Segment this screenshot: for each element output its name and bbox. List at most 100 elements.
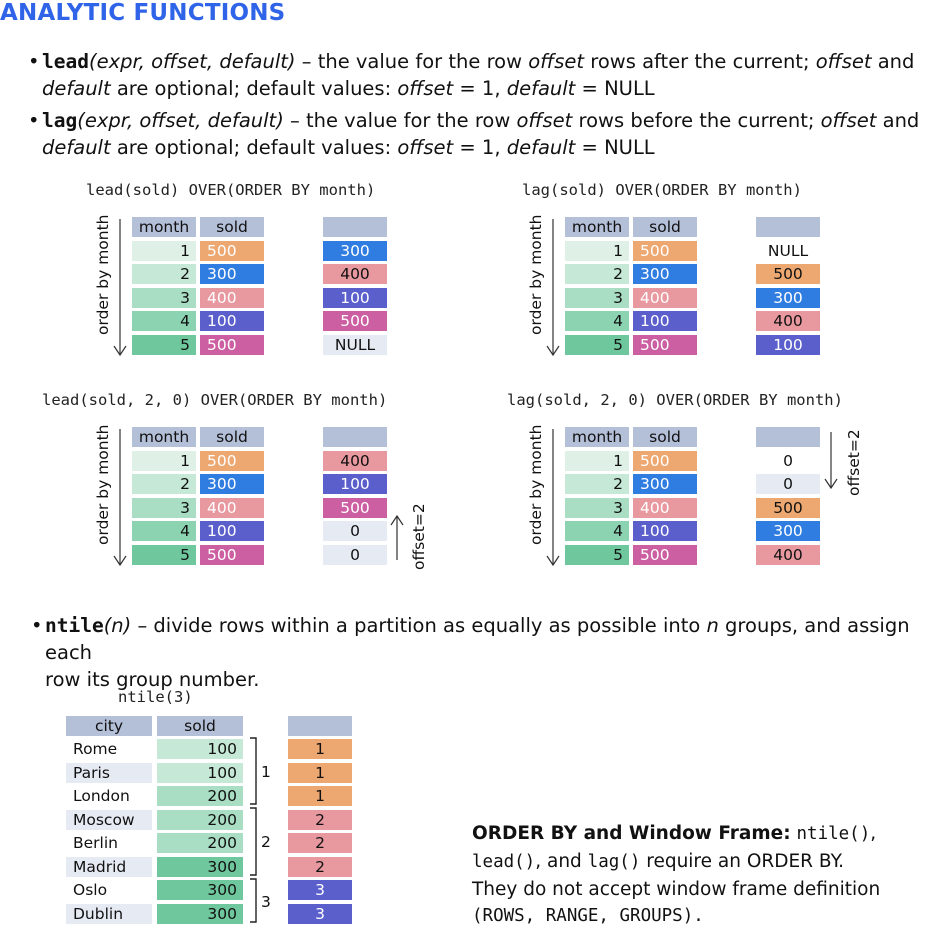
result-cell: 0 [783, 451, 793, 470]
group-cell: 1 [288, 739, 352, 759]
lead_simple-sql: lead(sold) OVER(ORDER BY month) [86, 181, 376, 199]
ntile-sold-cell: 300 [157, 856, 243, 877]
lead-text: offset [397, 77, 454, 100]
lag-text: offset [820, 109, 877, 132]
group-bracket-label: 2 [261, 833, 271, 851]
result-cell: 500 [323, 311, 387, 331]
city-cell: Dublin [66, 903, 152, 924]
group-bracket [250, 737, 257, 805]
bullet-dot: • [28, 109, 40, 132]
sold-header: sold [633, 427, 697, 447]
ntile-sold-cell: 200 [157, 833, 243, 853]
ntile-text: – divide rows within a partition as equa… [131, 614, 707, 637]
lead-text: offset [815, 50, 872, 73]
lag_offset-sql: lag(sold, 2, 0) OVER(ORDER BY month) [507, 391, 843, 409]
month-cell: 5 [565, 334, 629, 355]
result-cell: 100 [323, 474, 387, 494]
lead-text: default [506, 77, 576, 100]
ntile-sold-cell: 300 [157, 903, 243, 924]
lag-args: (expr, offset, default) [77, 109, 284, 132]
order-by-label: order by month [94, 214, 112, 335]
sold-cell: 100 [200, 521, 264, 541]
sold-cell: 500 [633, 240, 697, 261]
lead-text: = 1, [453, 77, 507, 100]
result-cell: 0 [323, 544, 387, 565]
result-cell: 400 [323, 450, 387, 471]
ntile-line-1: ntile(n) – divide rows within a partitio… [45, 612, 940, 666]
order-by-label: order by month [94, 424, 112, 545]
result-cell: 300 [756, 521, 820, 541]
lead_offset-sql: lead(sold, 2, 0) OVER(ORDER BY month) [42, 391, 388, 409]
group-bracket [250, 878, 257, 923]
month-cell: 1 [132, 450, 196, 471]
order-direction-arrow [113, 429, 127, 567]
sold-cell: 400 [633, 287, 697, 308]
lead-line-2: default are optional; default values: of… [42, 75, 914, 102]
order-by-label: order by month [527, 424, 545, 545]
group-cell: 2 [288, 856, 352, 877]
month-cell: 2 [132, 474, 196, 494]
ntile-sold-cell: 200 [157, 809, 243, 830]
sold-cell: 500 [200, 240, 264, 261]
group-bracket-label: 3 [261, 893, 271, 911]
offset-label: offset=2 [845, 429, 863, 496]
city-cell: London [73, 787, 130, 805]
lag_simple-sql: lag(sold) OVER(ORDER BY month) [522, 181, 802, 199]
month-header: month [565, 217, 629, 237]
month-cell: 1 [565, 450, 629, 471]
result-cell: 500 [756, 497, 820, 518]
sold-cell: 300 [633, 264, 697, 284]
lag-bullet: • lag(expr, offset, default) – the value… [28, 107, 919, 161]
lag-text: offset [516, 109, 573, 132]
group-cell: 3 [288, 880, 352, 900]
month-cell: 2 [132, 264, 196, 284]
city-cell: Berlin [73, 834, 118, 852]
lead-text: and [871, 50, 915, 73]
sold-cell: 400 [200, 497, 264, 518]
ntile-sold-cell: 200 [157, 786, 243, 806]
sold-cell: 400 [633, 497, 697, 518]
lead-text: = NULL [575, 77, 655, 100]
note-line-3: They do not accept window frame definiti… [472, 879, 881, 900]
month-cell: 5 [132, 334, 196, 355]
result-header [756, 427, 820, 447]
result-cell: 0 [756, 474, 820, 494]
month-cell: 3 [565, 287, 629, 308]
note-line-2: lead(), and lag() require an ORDER BY. [472, 848, 880, 876]
sold-cell: 400 [200, 287, 264, 308]
note-func: ntile() [796, 824, 871, 844]
ntile-sql: ntile(3) [118, 688, 193, 706]
month-cell: 4 [132, 311, 196, 331]
month-cell: 3 [132, 287, 196, 308]
lead-bullet: • lead(expr, offset, default) – the valu… [28, 48, 914, 102]
result-cell: 0 [323, 521, 387, 541]
result-cell: 500 [756, 264, 820, 284]
lag-line-1: lag(expr, offset, default) – the value f… [42, 107, 919, 134]
month-cell: 1 [132, 240, 196, 261]
lead-args: (expr, offset, default) [88, 50, 296, 73]
month-cell: 5 [565, 544, 629, 565]
lag-line-2: default are optional; default values: of… [42, 134, 919, 161]
result-cell: 100 [756, 334, 820, 355]
result-cell: NULL [323, 334, 387, 355]
lead-text: default [42, 77, 111, 100]
sold-cell: 300 [200, 264, 264, 284]
city-cell: Moscow [66, 809, 152, 830]
group-cell: 1 [288, 762, 352, 783]
lead-text: rows after the current; [584, 50, 816, 73]
sold-header: sold [633, 217, 697, 237]
result-header [323, 427, 387, 447]
group-header [288, 716, 352, 736]
sold-cell: 500 [200, 334, 264, 355]
city-cell: Oslo [73, 881, 108, 899]
result-header [756, 217, 820, 237]
order-by-label: order by month [527, 214, 545, 335]
note-func: lag() [587, 852, 641, 872]
order-direction-arrow [546, 219, 560, 357]
sold-cell: 300 [633, 474, 697, 494]
note-line-1: ORDER BY and Window Frame: ntile(), [472, 820, 880, 848]
sold-header: sold [200, 427, 264, 447]
lead-line-1: lead(expr, offset, default) – the value … [42, 48, 914, 75]
note-title: ORDER BY and Window Frame: [472, 823, 791, 844]
city-header: city [66, 716, 152, 736]
